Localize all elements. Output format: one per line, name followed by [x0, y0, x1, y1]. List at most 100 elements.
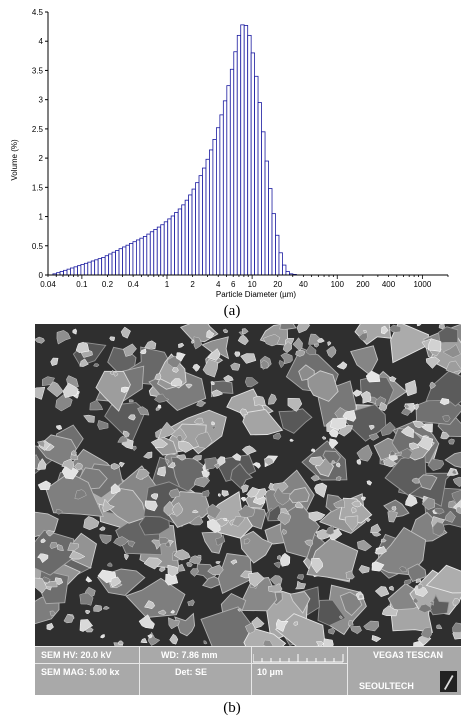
particle [113, 536, 129, 547]
particle [399, 566, 408, 573]
particle [394, 452, 403, 457]
particle [172, 367, 179, 373]
bar [118, 248, 123, 276]
particle [277, 511, 292, 526]
particle [293, 621, 298, 626]
particle [206, 329, 215, 339]
particle [442, 344, 461, 358]
y-tick-label: 0.5 [32, 242, 44, 251]
particle [234, 351, 241, 357]
bar [163, 221, 169, 276]
particle [361, 496, 366, 501]
particle [248, 572, 265, 588]
particle [99, 534, 112, 545]
particle [212, 426, 217, 430]
particle [305, 344, 317, 356]
particle [215, 534, 226, 546]
bar [219, 114, 224, 276]
bar [94, 259, 99, 276]
tescan-logo-icon [440, 671, 457, 692]
scale-label: 10 μm [257, 667, 284, 677]
particle [275, 618, 289, 632]
particle [351, 500, 362, 508]
particle [122, 343, 137, 357]
bar [63, 269, 68, 276]
particle [144, 340, 157, 350]
particle [143, 451, 153, 459]
sem-lab: SEOULTECH [359, 681, 414, 691]
particle [368, 433, 380, 441]
bar [59, 271, 64, 276]
bar [146, 233, 151, 276]
x-tick-label: 2 [190, 280, 195, 289]
particle [178, 440, 195, 453]
particle [452, 622, 461, 633]
particle [442, 415, 451, 422]
particle [282, 341, 292, 354]
sem-wd: WD: 7.86 mm [161, 650, 218, 660]
particle [384, 452, 427, 496]
x-tick-label: 6 [231, 280, 236, 289]
bar [240, 24, 245, 276]
particle [389, 450, 396, 456]
particle [120, 386, 129, 393]
particle [79, 358, 89, 367]
particle [169, 633, 179, 645]
particle [188, 515, 204, 526]
particle [279, 552, 291, 567]
bar [198, 175, 203, 276]
bar [174, 212, 179, 276]
bar [66, 268, 71, 276]
particle [278, 359, 285, 369]
y-tick-label: 4 [39, 37, 44, 46]
particle [204, 457, 219, 470]
particle [295, 580, 307, 590]
particle [339, 615, 343, 619]
particle [448, 438, 455, 445]
bar [226, 85, 231, 276]
particle [403, 579, 412, 585]
particle [174, 612, 196, 637]
particle [287, 486, 310, 504]
particle [95, 370, 131, 412]
bar [212, 139, 217, 276]
particle [140, 637, 148, 644]
particle [356, 444, 373, 462]
bar [115, 250, 120, 276]
bar [184, 199, 189, 276]
particle [311, 557, 323, 574]
particle [110, 462, 121, 470]
particle [74, 489, 87, 500]
particle [315, 641, 324, 646]
bar [257, 102, 262, 276]
particle [413, 597, 419, 604]
particle [159, 566, 166, 573]
particle [167, 462, 176, 468]
bar [191, 188, 196, 276]
particle [356, 458, 362, 465]
particle [207, 518, 221, 533]
bar [216, 127, 221, 276]
particle [63, 613, 75, 624]
particle [380, 538, 387, 543]
x-tick-label: 1000 [413, 280, 431, 289]
particle [79, 619, 94, 632]
particle [118, 640, 124, 646]
particle [307, 370, 339, 402]
x-tick-label: 0.1 [76, 280, 88, 289]
particle [168, 617, 180, 630]
bar [271, 213, 276, 276]
particle [186, 561, 193, 567]
particle [451, 469, 457, 475]
bar [177, 208, 183, 276]
bar [125, 244, 130, 276]
particle [156, 466, 166, 477]
particle [176, 352, 186, 362]
particle [400, 425, 415, 439]
bar [209, 149, 214, 276]
particle [147, 634, 153, 639]
particle [444, 510, 456, 523]
particle [325, 525, 335, 535]
particle [360, 390, 372, 404]
particle [165, 459, 170, 465]
